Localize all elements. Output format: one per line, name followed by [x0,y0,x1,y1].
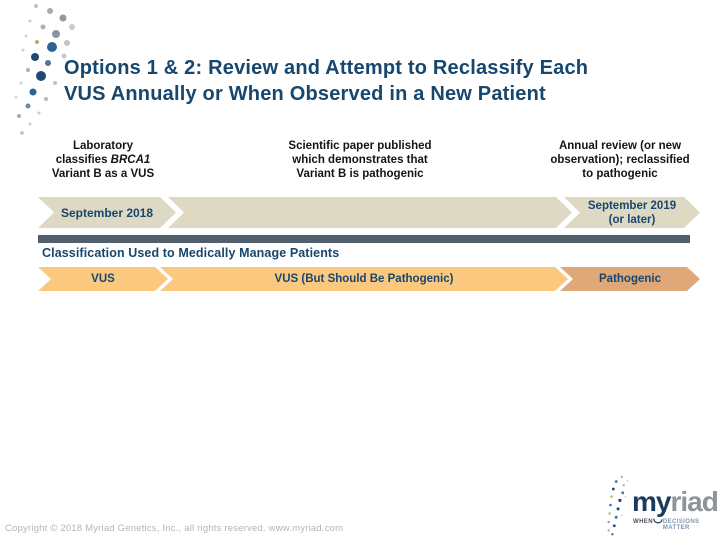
timeline-chevron-start: September 2018 [38,197,176,228]
header-right-line1: Annual review (or new [558,140,682,152]
logo-tagline: WHEN DECISIONS MATTER [633,518,717,531]
gene-name: BRCA1 [110,154,151,166]
column-header-laboratory: Laboratory classifies BRCA1 Variant B as… [28,139,178,181]
logo-tagline-when: WHEN [633,519,653,525]
logo-wordmark: myriad [632,486,719,517]
header-middle-line2: which demonstrates that [292,154,428,166]
timeline-chevron-middle [168,197,572,228]
page-title: Options 1 & 2: Review and Attempt to Rec… [64,55,684,107]
stage-pathogenic-label: Pathogenic [599,273,661,285]
classification-heading: Classification Used to Medically Manage … [42,246,340,260]
logo-wordmark-riad: riad [670,486,718,517]
stage-chevron-vus: VUS [38,267,168,291]
myriad-logo: myriad WHEN DECISIONS MATTER [602,472,720,538]
timeline-chevron-end: September 2019 (or later) [564,197,700,228]
divider-bar [38,235,690,243]
header-right-line3: to pathogenic [582,168,658,180]
stage-chevron-pathogenic: Pathogenic [560,267,700,291]
dna-dots-decoration [14,4,75,135]
stage-vus-label: VUS [91,273,115,285]
timeline-start-label: September 2018 [60,205,154,220]
column-header-review: Annual review (or new observation); recl… [523,139,717,181]
header-left-line2: classifies BRCA1 [28,153,178,167]
title-line-1: Options 1 & 2: Review and Attempt to Rec… [64,57,589,79]
copyright-text: Copyright © 2018 Myriad Genetics, Inc., … [5,523,344,534]
logo-tagline-decisions-matter: DECISIONS MATTER [662,519,700,531]
logo-dna-helix-icon [607,475,629,536]
timeline-end-label-line2: (or later) [608,213,656,226]
header-left-line3: Variant B as a VUS [51,168,155,180]
header-left-line2-pre: classifies [55,154,111,166]
header-middle-line1: Scientific paper published [288,140,432,152]
stage-vus-should-be-pathogenic-label: VUS (But Should Be Pathogenic) [274,273,454,285]
header-middle-line3: Variant B is pathogenic [296,168,424,180]
header-left-line1: Laboratory [72,140,134,152]
timeline-end-label-line1: September 2019 [587,199,677,212]
column-header-paper: Scientific paper published which demonst… [253,139,467,181]
logo-wordmark-my: my [632,486,671,517]
title-line-2: VUS Annually or When Observed in a New P… [64,83,546,105]
logo-swoosh-icon [653,518,663,524]
stage-chevron-vus-should-be-pathogenic: VUS (But Should Be Pathogenic) [160,267,568,291]
header-right-line2: observation); reclassified [550,154,690,166]
